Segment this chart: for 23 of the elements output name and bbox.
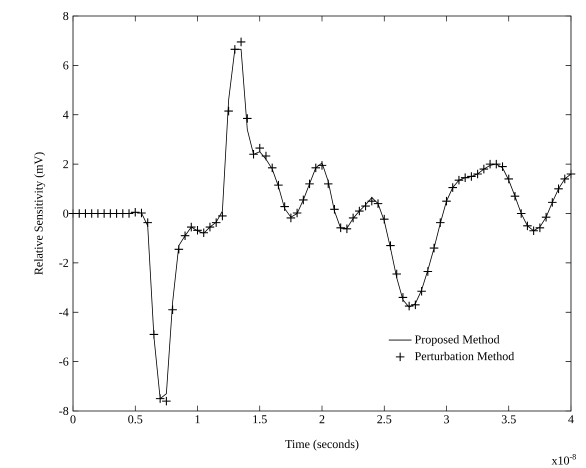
y-tick-label: 8 bbox=[63, 12, 68, 20]
y-tick-label: 0 bbox=[63, 209, 68, 218]
x-tick-label: 1 bbox=[196, 415, 200, 424]
y-tick-label: 6 bbox=[63, 61, 68, 70]
x-tick-label: 3 bbox=[444, 415, 450, 424]
legend-label: Perturbation Method bbox=[414, 352, 514, 360]
x-tick-label: 4 bbox=[568, 415, 574, 424]
x-tick-label: 0 bbox=[70, 415, 76, 424]
y-tick-label: -2 bbox=[59, 258, 68, 267]
y-axis-title: Relative Sensitivity (mV) bbox=[34, 152, 46, 275]
x-axis-title: Time (seconds) bbox=[285, 440, 358, 451]
y-tick-label: 2 bbox=[63, 160, 68, 168]
y-tick-label: -8 bbox=[59, 406, 68, 416]
x-tick-label: 2 bbox=[320, 415, 324, 424]
x-tick-label: 3.5 bbox=[502, 415, 516, 424]
x-tick-label: 0.5 bbox=[128, 415, 142, 424]
legend-label: Proposed Method bbox=[414, 335, 500, 346]
text: x10$^{-8}$ bbox=[552, 454, 576, 465]
y-tick-label: -4 bbox=[59, 308, 69, 316]
y-tick-label: -6 bbox=[59, 358, 68, 366]
x-tick-label: 1.5 bbox=[253, 415, 267, 424]
x-tick-label: 2.5 bbox=[377, 415, 392, 424]
y-tick-label: 4 bbox=[62, 110, 69, 119]
